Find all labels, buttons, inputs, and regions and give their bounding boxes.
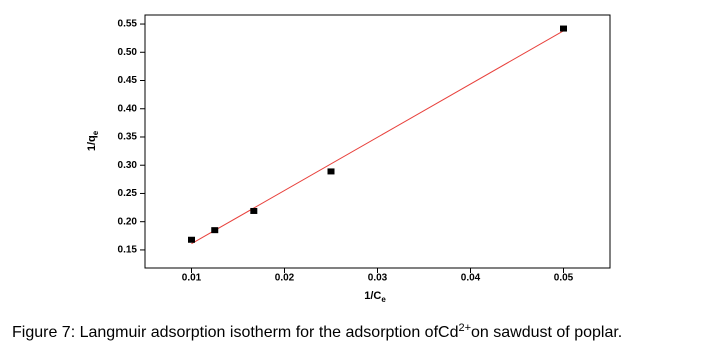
data-point [327, 168, 335, 175]
caption-sup: 2+ [458, 322, 471, 334]
data-point [188, 236, 195, 243]
x-tick-label: 0.04 [461, 273, 481, 284]
y-tick-label: 0.35 [118, 132, 138, 143]
y-tick-label: 0.25 [118, 188, 138, 199]
data-point [560, 25, 567, 32]
x-tick-label: 0.01 [182, 273, 202, 284]
y-tick-label: 0.40 [118, 103, 138, 114]
x-tick-label: 0.02 [275, 273, 295, 284]
y-label-main: 1/q [86, 135, 98, 151]
y-tick-label: 0.50 [118, 47, 138, 58]
data-point [211, 227, 219, 234]
fit-line [191, 30, 564, 245]
x-tick-label: 0.03 [368, 273, 388, 284]
caption-text: Figure 7: Langmuir adsorption isotherm f… [12, 324, 458, 341]
y-tick-label: 0.45 [118, 75, 138, 86]
x-tick-label: 0.05 [554, 273, 574, 284]
x-label-main: 1/C [364, 290, 381, 302]
y-label-sub: e [91, 130, 100, 135]
caption: Figure 7: Langmuir adsorption isotherm f… [12, 322, 622, 341]
y-tick-label: 0.55 [118, 19, 138, 30]
x-axis-label: 1/Ce [364, 290, 386, 304]
caption-text-end: on sawdust of poplar. [471, 324, 622, 341]
x-label-sub: e [381, 295, 386, 304]
y-tick-label: 0.20 [118, 216, 138, 227]
data-point [250, 207, 258, 214]
y-tick-label: 0.30 [118, 160, 138, 171]
y-tick-label: 0.15 [118, 245, 138, 256]
y-axis-label: 1/qe [86, 130, 100, 151]
